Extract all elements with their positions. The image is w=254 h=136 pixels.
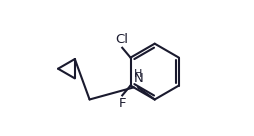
Text: H: H <box>134 69 142 79</box>
Text: F: F <box>118 97 125 110</box>
Text: Cl: Cl <box>115 33 128 46</box>
Text: N: N <box>133 72 142 85</box>
